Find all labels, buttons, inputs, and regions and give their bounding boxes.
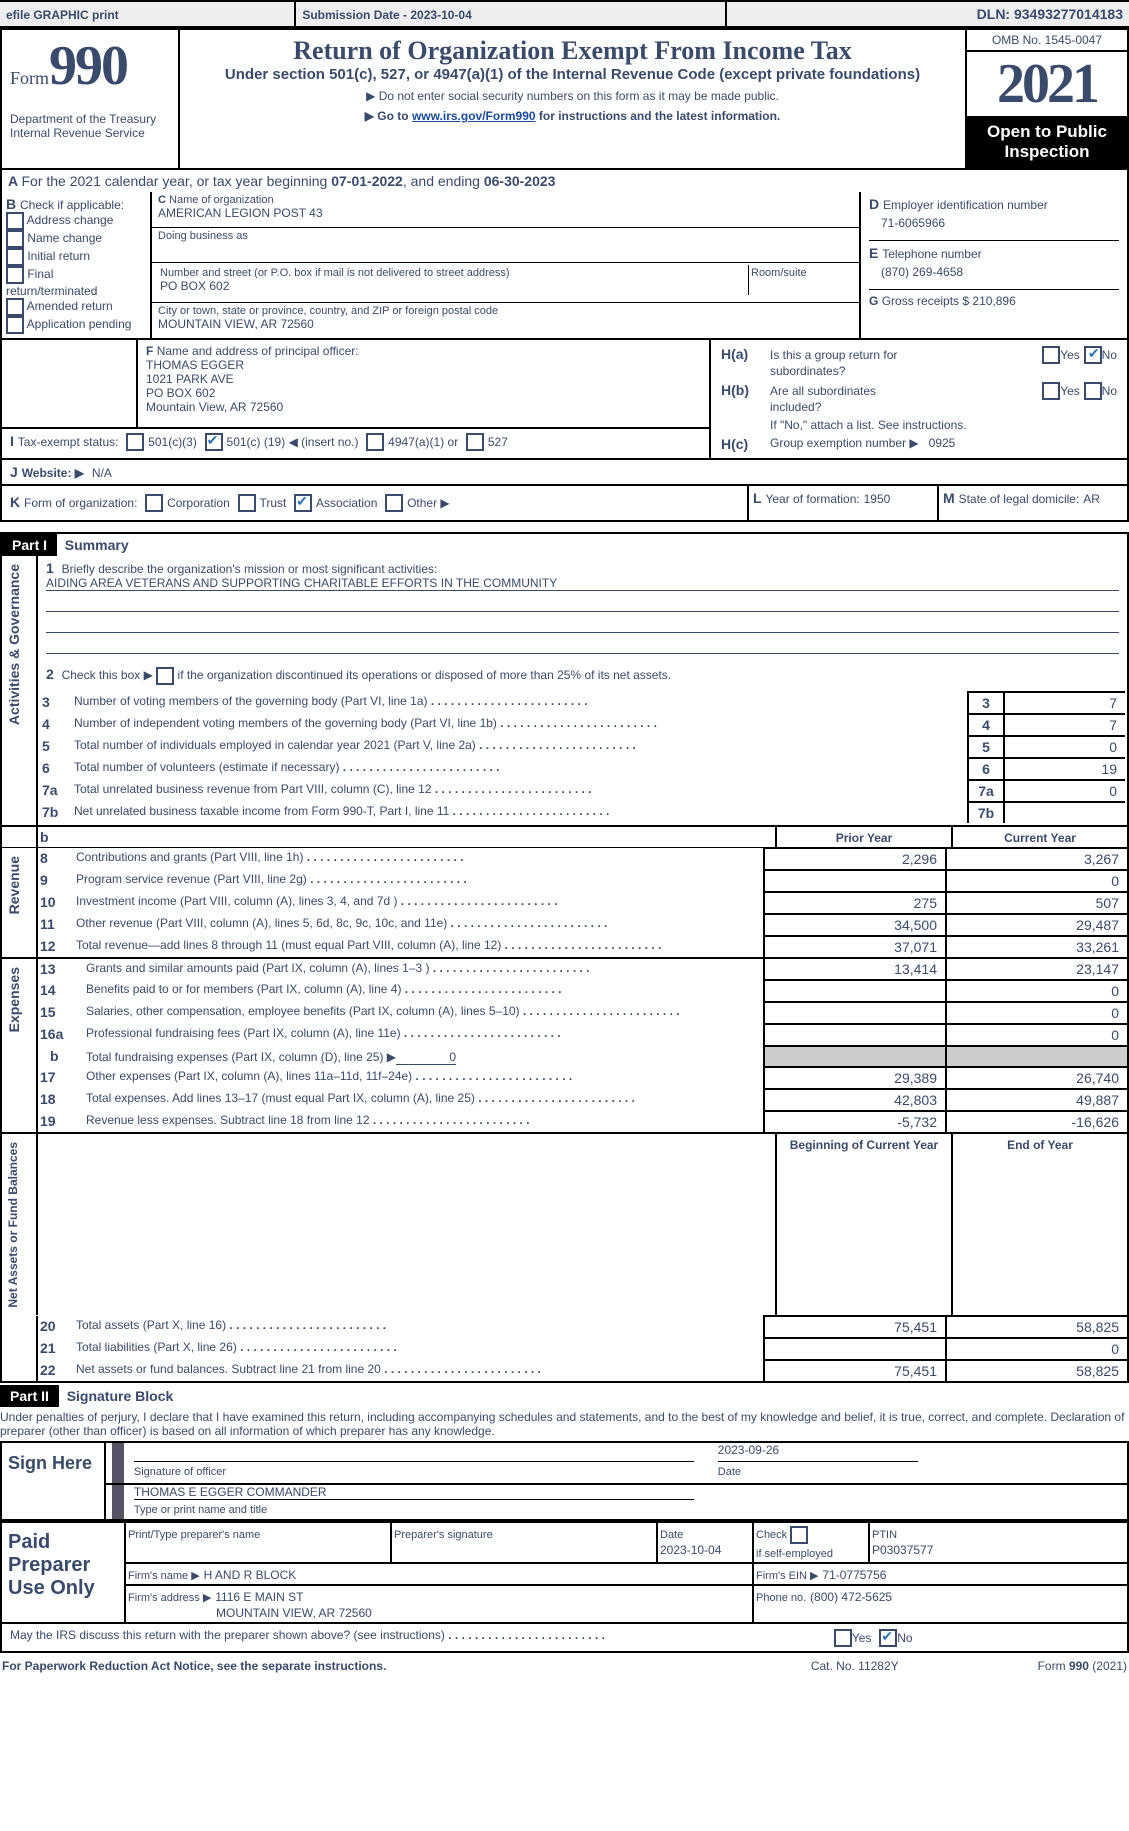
chk-name[interactable]: [6, 230, 24, 248]
k-assoc[interactable]: [294, 494, 312, 512]
k-other[interactable]: [385, 494, 403, 512]
footer-left: For Paperwork Reduction Act Notice, see …: [2, 1659, 386, 1673]
grid-row: 16a Professional fundraising fees (Part …: [2, 1024, 1127, 1046]
box-deg: D Employer identification number 71-6065…: [860, 192, 1128, 339]
form990-link[interactable]: www.irs.gov/Form990: [412, 109, 536, 123]
grid-row: 14 Benefits paid to or for members (Part…: [2, 980, 1127, 1002]
grid-row: 17 Other expenses (Part IX, column (A), …: [2, 1067, 1127, 1089]
footer-right: Form 990 (2021): [1038, 1659, 1127, 1673]
k-corp[interactable]: [145, 494, 163, 512]
summary-row: 3 Number of voting members of the govern…: [40, 692, 1125, 714]
box-j: J Website: ▶ N/A: [0, 460, 1129, 486]
open-public: Open to Public Inspection: [967, 116, 1127, 168]
q2-chk[interactable]: [156, 667, 174, 685]
line-a: A For the 2021 calendar year, or tax yea…: [0, 170, 1129, 192]
grid-row: Revenue8 Contributions and grants (Part …: [2, 848, 1127, 870]
box-c-city: City or town, state or province, country…: [151, 303, 860, 339]
efile-label: efile GRAPHIC print: [0, 1, 295, 27]
may-discuss: May the IRS discuss this return with the…: [0, 1624, 1129, 1653]
hdr-sub1: Under section 501(c), 527, or 4947(a)(1)…: [186, 66, 959, 83]
footer-cat: Cat. No. 11282Y: [811, 1659, 899, 1673]
may-yes[interactable]: [834, 1629, 852, 1647]
dln: DLN: 93493277014183: [757, 1, 1129, 27]
chk-application[interactable]: [6, 316, 24, 334]
grid-row: 18 Total expenses. Add lines 13–17 (must…: [2, 1089, 1127, 1111]
hdr-sub2: ▶ Do not enter social security numbers o…: [186, 89, 959, 103]
sign-here: Sign Here: [8, 1453, 92, 1473]
summary-row: 7b Net unrelated business taxable income…: [40, 802, 1125, 823]
part1-bar: Part I Summary: [2, 534, 1127, 556]
box-c-addr: Number and street (or P.O. box if mail i…: [151, 263, 860, 303]
grid-row: 19 Revenue less expenses. Subtract line …: [2, 1111, 1127, 1132]
side-net: Net Assets or Fund Balances: [4, 1136, 22, 1314]
ha-no[interactable]: [1084, 346, 1102, 364]
box-m: M State of legal domicile: AR: [938, 486, 1128, 521]
hb-no[interactable]: [1084, 382, 1102, 400]
form-number: Form990: [10, 34, 170, 98]
submission-date: Submission Date - 2023-10-04: [295, 1, 726, 27]
mission: AIDING AREA VETERANS AND SUPPORTING CHAR…: [46, 576, 1119, 591]
tax-year: 2021: [967, 52, 1127, 116]
box-b: B Check if applicable: Address change Na…: [1, 192, 151, 339]
chk-amended[interactable]: [6, 298, 24, 316]
may-no[interactable]: [879, 1629, 897, 1647]
chk-initial[interactable]: [6, 248, 24, 266]
grid-row: 15 Salaries, other compensation, employe…: [2, 1002, 1127, 1024]
grid-row: 21 Total liabilities (Part X, line 26) 0: [2, 1338, 1127, 1360]
grid-row: 22 Net assets or fund balances. Subtract…: [2, 1360, 1127, 1381]
grid-row: 11 Other revenue (Part VIII, column (A),…: [2, 914, 1127, 936]
grid-row: Expenses13 Grants and similar amounts pa…: [2, 958, 1127, 980]
i-501c[interactable]: [205, 433, 223, 451]
hdr-sub3: ▶ Go to www.irs.gov/Form990 for instruct…: [186, 109, 959, 123]
header: Form990 Department of the Treasury Inter…: [0, 28, 1129, 170]
i-501c3[interactable]: [126, 433, 144, 451]
box-i: I Tax-exempt status: 501(c)(3) 501(c) (1…: [1, 428, 710, 459]
grid-row: 20 Total assets (Part X, line 16) 75,451…: [2, 1316, 1127, 1338]
chk-address[interactable]: [6, 212, 24, 230]
hb-yes[interactable]: [1042, 382, 1060, 400]
grid-row: 10 Investment income (Part VIII, column …: [2, 892, 1127, 914]
summary-row: 5 Total number of individuals employed i…: [40, 736, 1125, 758]
summary-row: 6 Total number of volunteers (estimate i…: [40, 758, 1125, 780]
hdr-title: Return of Organization Exempt From Incom…: [186, 36, 959, 66]
top-bar: efile GRAPHIC print Submission Date - 20…: [0, 0, 1129, 28]
summary-row: 7a Total unrelated business revenue from…: [40, 780, 1125, 802]
paid-preparer: Paid Preparer Use Only: [8, 1531, 95, 1599]
grid-row: b Total fundraising expenses (Part IX, c…: [2, 1046, 1127, 1067]
pp-self[interactable]: [790, 1526, 808, 1544]
box-c-name: C Name of organization AMERICAN LEGION P…: [151, 192, 860, 227]
grid-row: 12 Total revenue—add lines 8 through 11 …: [2, 936, 1127, 957]
chk-final[interactable]: [6, 266, 24, 284]
i-4947[interactable]: [366, 433, 384, 451]
dept-treasury: Department of the Treasury: [10, 112, 170, 126]
declaration: Under penalties of perjury, I declare th…: [0, 1407, 1129, 1441]
k-trust[interactable]: [238, 494, 256, 512]
box-c-dba: Doing business as: [151, 227, 860, 263]
part2-bar: Part II Signature Block: [0, 1385, 1129, 1407]
summary-row: 4 Number of independent voting members o…: [40, 714, 1125, 736]
box-h: H(a) Is this a group return forsubordina…: [710, 340, 1128, 459]
box-k: K Form of organization: Corporation Trus…: [1, 486, 748, 521]
i-527[interactable]: [466, 433, 484, 451]
dept-irs: Internal Revenue Service: [10, 126, 170, 140]
grid-row: 9 Program service revenue (Part VIII, li…: [2, 870, 1127, 892]
omb: OMB No. 1545-0047: [967, 30, 1127, 52]
box-l: L Year of formation: 1950: [748, 486, 938, 521]
box-f: F Name and address of principal officer:…: [137, 340, 710, 428]
side-activities: Activities & Governance: [4, 558, 24, 731]
ha-yes[interactable]: [1042, 346, 1060, 364]
